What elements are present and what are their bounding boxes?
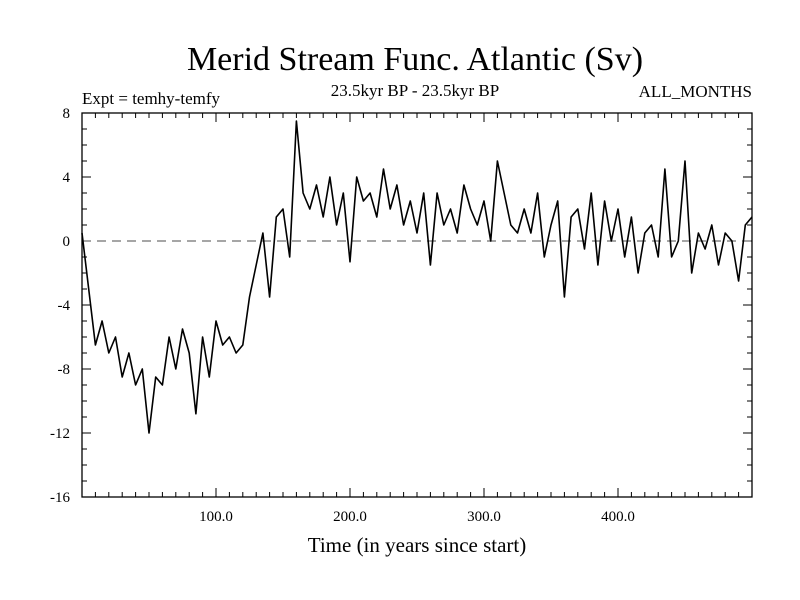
x-tick-label: 100.0 (199, 509, 233, 525)
series-line-temhy-temfy (81, 120, 753, 434)
x-tick-label: 400.0 (601, 509, 635, 525)
experiment-label: Expt = temhy-temfy (82, 89, 221, 108)
x-tick-label: 200.0 (333, 509, 367, 525)
y-tick-label: 4 (63, 170, 71, 186)
y-tick-label: 0 (63, 234, 71, 250)
y-axis-ticks: 8 4 0 -4 -8 -12 -16 (50, 106, 752, 506)
plot-frame (81, 112, 753, 498)
y-tick-label: -16 (50, 490, 70, 506)
y-tick-label: -4 (58, 298, 71, 314)
chart-title: Merid Stream Func. Atlantic (Sv) (187, 41, 643, 78)
period-label: ALL_MONTHS (639, 82, 752, 101)
chart-subtitle: 23.5kyr BP - 23.5kyr BP (331, 81, 499, 100)
x-axis-label: Time (in years since start) (308, 533, 527, 557)
y-tick-label: 8 (63, 106, 71, 122)
y-tick-label: -8 (58, 362, 71, 378)
x-tick-label: 300.0 (467, 509, 501, 525)
y-tick-label: -12 (50, 426, 70, 442)
x-axis-ticks: 100.0 200.0 300.0 400.0 (94, 113, 740, 525)
